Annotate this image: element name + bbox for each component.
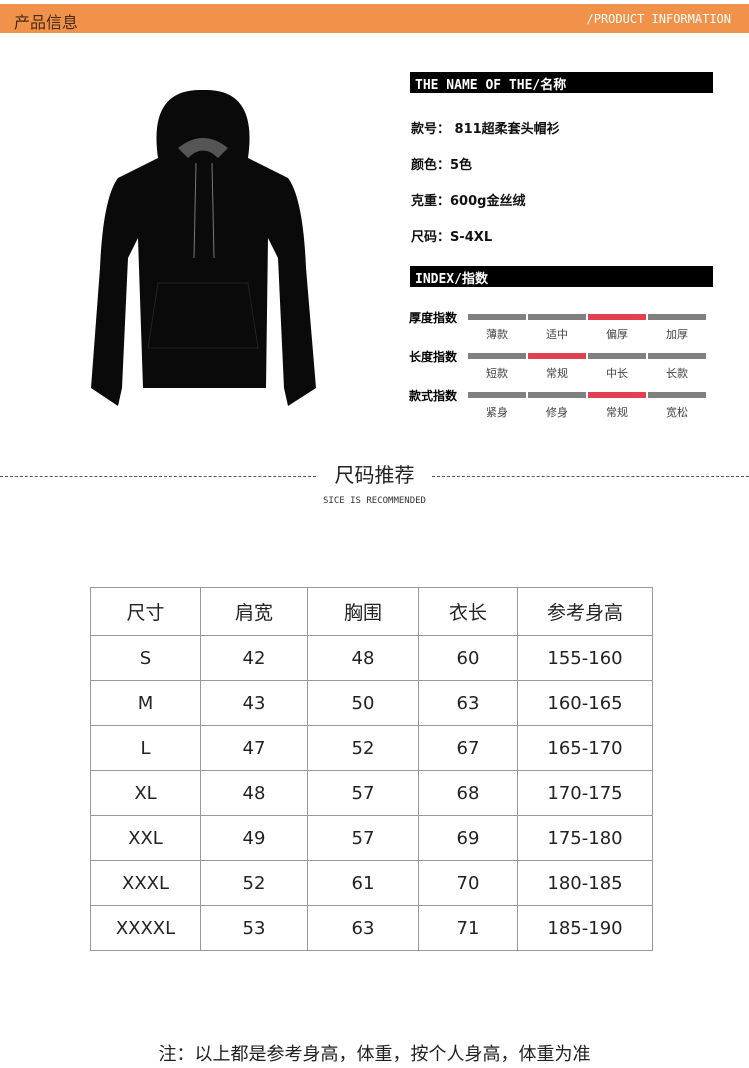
index-segment bbox=[468, 314, 526, 320]
table-cell: 70 bbox=[418, 860, 518, 906]
table-header-row: 尺寸 肩宽 胸围 衣长 参考身高 bbox=[90, 587, 653, 636]
table-cell: 52 bbox=[200, 860, 308, 906]
table-cell: XXL bbox=[90, 815, 201, 861]
index-segment bbox=[528, 353, 586, 359]
index-segment bbox=[468, 392, 526, 398]
index-segment bbox=[588, 353, 646, 359]
header-bar: 产品信息 /PRODUCT INFORMATION bbox=[0, 4, 749, 33]
index-label: 款式指数 bbox=[409, 389, 458, 403]
hoodie-image bbox=[91, 89, 316, 406]
index-segment bbox=[648, 392, 706, 398]
table-cell: 60 bbox=[418, 635, 518, 681]
index-option: 紧身 bbox=[486, 406, 508, 419]
size-section-subtitle: SICE IS RECOMMENDED bbox=[323, 496, 426, 506]
table-cell: 160-165 bbox=[517, 680, 653, 726]
name-section-title: THE NAME OF THE/名称 bbox=[410, 72, 713, 93]
index-option: 薄款 bbox=[486, 328, 508, 341]
index-option: 宽松 bbox=[666, 406, 688, 419]
table-cell: 50 bbox=[307, 680, 419, 726]
table-cell: 69 bbox=[418, 815, 518, 861]
index-option: 短款 bbox=[486, 367, 508, 380]
info-color: 颜色：5色 bbox=[411, 158, 473, 173]
index-segment bbox=[528, 314, 586, 320]
info-size: 尺码：S-4XL bbox=[411, 230, 493, 245]
table-header-cell: 参考身高 bbox=[517, 587, 653, 636]
table-cell: 53 bbox=[200, 905, 308, 951]
table-cell: 155-160 bbox=[517, 635, 653, 681]
index-segment bbox=[648, 314, 706, 320]
divider-right bbox=[432, 476, 749, 477]
divider-left bbox=[0, 476, 316, 477]
table-header-cell: 胸围 bbox=[307, 587, 419, 636]
table-cell: XL bbox=[90, 770, 201, 816]
header-subtitle: /PRODUCT INFORMATION bbox=[586, 12, 732, 26]
index-option: 长款 bbox=[666, 367, 688, 380]
index-option: 修身 bbox=[546, 406, 568, 419]
table-row: L 47 52 67 165-170 bbox=[90, 725, 653, 771]
index-option: 适中 bbox=[546, 328, 568, 341]
index-option: 加厚 bbox=[666, 328, 688, 341]
table-cell: 48 bbox=[307, 635, 419, 681]
table-cell: 170-175 bbox=[517, 770, 653, 816]
size-section-title: 尺码推荐 bbox=[334, 463, 415, 487]
table-cell: 185-190 bbox=[517, 905, 653, 951]
table-cell: 180-185 bbox=[517, 860, 653, 906]
table-cell: 63 bbox=[418, 680, 518, 726]
table-row: XL 48 57 68 170-175 bbox=[90, 770, 653, 816]
table-row: S 42 48 60 155-160 bbox=[90, 635, 653, 681]
table-header-cell: 肩宽 bbox=[200, 587, 308, 636]
table-cell: 48 bbox=[200, 770, 308, 816]
table-row: XXL 49 57 69 175-180 bbox=[90, 815, 653, 861]
index-segment bbox=[588, 392, 646, 398]
table-cell: M bbox=[90, 680, 201, 726]
table-cell: 175-180 bbox=[517, 815, 653, 861]
index-section-title: INDEX/指数 bbox=[410, 266, 713, 287]
index-option: 常规 bbox=[546, 367, 568, 380]
index-label: 厚度指数 bbox=[409, 311, 458, 325]
table-cell: 71 bbox=[418, 905, 518, 951]
table-cell: 67 bbox=[418, 725, 518, 771]
index-segment bbox=[648, 353, 706, 359]
index-option: 常规 bbox=[606, 406, 628, 419]
table-cell: 47 bbox=[200, 725, 308, 771]
table-header-cell: 衣长 bbox=[418, 587, 518, 636]
table-cell: 61 bbox=[307, 860, 419, 906]
header-title: 产品信息 bbox=[14, 13, 79, 32]
index-segment bbox=[468, 353, 526, 359]
index-segment bbox=[528, 392, 586, 398]
table-cell: XXXL bbox=[90, 860, 201, 906]
table-cell: 49 bbox=[200, 815, 308, 861]
table-header-cell: 尺寸 bbox=[90, 587, 201, 636]
table-cell: 52 bbox=[307, 725, 419, 771]
info-style: 款号： 811超柔套头帽衫 bbox=[411, 122, 560, 137]
table-cell: 57 bbox=[307, 815, 419, 861]
table-cell: S bbox=[90, 635, 201, 681]
table-cell: 68 bbox=[418, 770, 518, 816]
table-cell: XXXXL bbox=[90, 905, 201, 951]
table-row: XXXL 52 61 70 180-185 bbox=[90, 860, 653, 906]
index-segment bbox=[588, 314, 646, 320]
table-cell: L bbox=[90, 725, 201, 771]
size-table: 尺寸 肩宽 胸围 衣长 参考身高 S 42 48 60 155-160 M 43 50 63 160-165… bbox=[90, 587, 653, 951]
size-note: 注：以上都是参考身高，体重，按个人身高，体重为准 bbox=[158, 1044, 591, 1065]
table-cell: 63 bbox=[307, 905, 419, 951]
table-cell: 165-170 bbox=[517, 725, 653, 771]
table-row: XXXXL 53 63 71 185-190 bbox=[90, 905, 653, 951]
index-label: 长度指数 bbox=[409, 350, 458, 364]
table-cell: 43 bbox=[200, 680, 308, 726]
info-weight: 克重：600g金丝绒 bbox=[411, 194, 526, 209]
table-cell: 57 bbox=[307, 770, 419, 816]
table-cell: 42 bbox=[200, 635, 308, 681]
index-option: 偏厚 bbox=[606, 328, 628, 341]
index-option: 中长 bbox=[606, 367, 628, 380]
table-row: M 43 50 63 160-165 bbox=[90, 680, 653, 726]
